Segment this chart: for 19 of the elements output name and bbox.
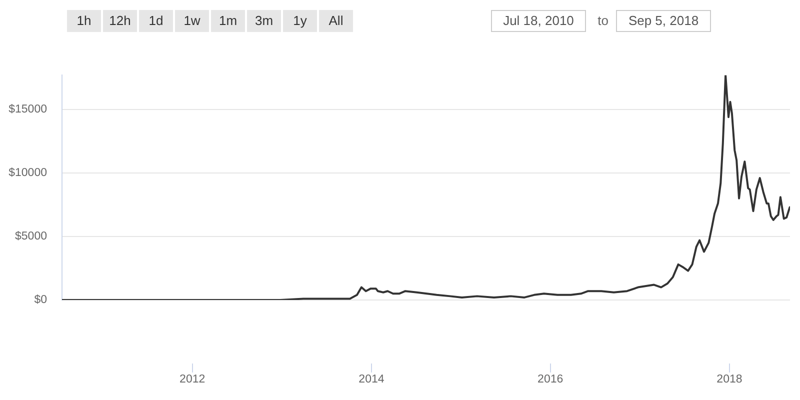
date-field[interactable]: Sep 5, 2018 — [616, 10, 711, 32]
range-button[interactable]: All — [319, 10, 353, 32]
range-button[interactable]: 1w — [175, 10, 209, 32]
text: to — [596, 12, 610, 30]
range-button[interactable]: 1d — [139, 10, 173, 32]
range-button[interactable]: 3m — [247, 10, 281, 32]
x-tick-label: 2016 — [538, 374, 564, 386]
x-tick-label: 2014 — [358, 374, 385, 386]
y-tick-label: $5000 — [15, 230, 47, 243]
y-tick-label: $10000 — [8, 167, 47, 180]
range-button[interactable]: 1y — [283, 10, 317, 32]
x-tick-label: 2018 — [716, 374, 742, 386]
range-button[interactable]: 12h — [103, 10, 137, 32]
y-tick-label: $0 — [34, 294, 47, 306]
range-button[interactable]: 1m — [211, 10, 245, 32]
range-button[interactable]: 1h — [67, 10, 101, 32]
date-field[interactable]: Jul 18, 2010 — [491, 10, 586, 32]
y-tick-label: $15000 — [8, 104, 47, 116]
x-tick-label: 2012 — [180, 374, 206, 386]
